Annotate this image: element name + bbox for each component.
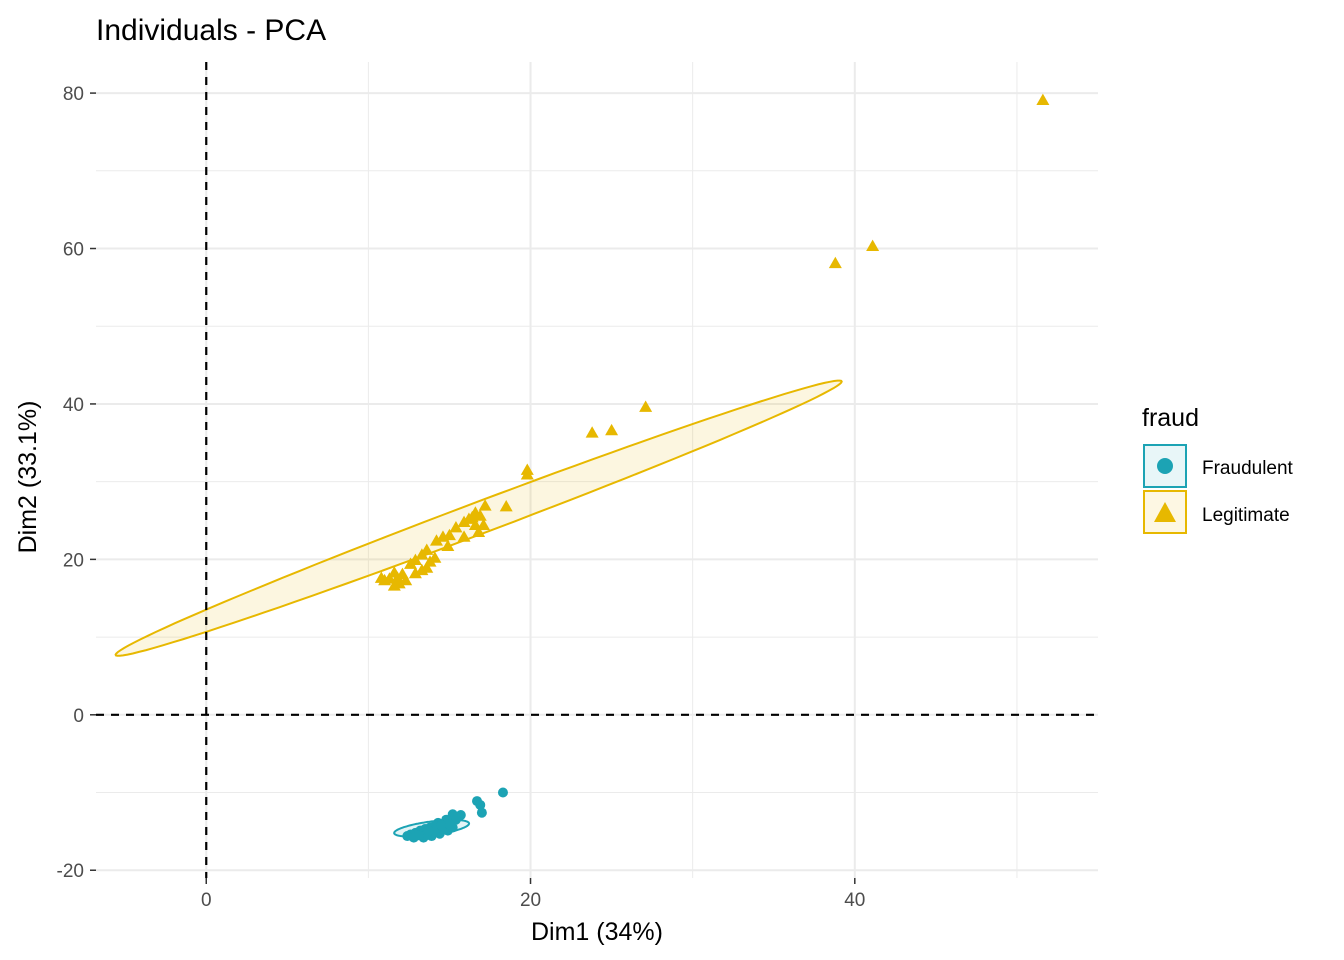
axes: 0 20 40 -20 0 20 40 60 80 [57,84,866,911]
y-tick-label: 20 [63,550,84,571]
point-legitimate [449,521,463,533]
point-fraudulent [475,799,486,810]
point-fraudulent [476,807,487,818]
point-legitimate [399,573,413,586]
point-legitimate [478,499,492,511]
point-legitimate [457,515,471,527]
grid-layer [96,62,1098,878]
point-legitimate [1036,93,1050,105]
legend-label-legitimate: Legitimate [1202,505,1290,526]
legend-title: fraud [1142,404,1199,432]
point-legitimate [457,530,471,542]
point-legitimate [392,576,406,589]
point-fraudulent [436,820,447,831]
point-legitimate [429,534,443,546]
legend-triangle-marker-icon [1154,502,1176,522]
point-legitimate [436,530,450,542]
point-fraudulent [444,819,455,830]
x-axis-title: Dim1 (34%) [531,918,663,946]
chart-title: Individuals - PCA [96,14,326,47]
point-legitimate [408,566,422,579]
point-fraudulent [497,787,508,798]
x-tick-label: 0 [201,890,212,911]
point-legitimate [420,561,434,573]
point-legitimate [499,500,513,512]
point-legitimate [387,566,401,578]
point-legitimate [468,518,482,531]
point-fraudulent [413,830,424,841]
point-legitimate [374,571,388,583]
legend-item-legitimate: Legitimate [1143,490,1290,534]
point-legitimate [828,256,842,269]
point-legitimate [415,548,429,560]
point-legitimate [639,400,653,412]
legend-label-fraudulent: Fraudulent [1202,458,1294,479]
point-legitimate [605,423,619,436]
point-legitimate [472,525,486,538]
legend-circle-marker-icon [1157,458,1173,474]
point-legitimate [441,539,455,552]
y-axis-title: Dim2 (33.1%) [14,401,42,554]
x-tick-label: 20 [520,890,541,911]
x-tick-label: 40 [844,890,865,911]
y-tick-label: 60 [63,240,84,261]
y-tick-label: 40 [63,395,84,416]
confidence-ellipses [114,379,843,838]
point-fraudulent [423,825,434,836]
point-legitimate [585,426,599,438]
reference-lines [96,62,1098,878]
y-tick-label: -20 [57,861,84,882]
data-points [374,93,1050,843]
legend: fraud Fraudulent Legitimate [1142,404,1294,534]
legend-item-fraudulent: Fraudulent [1143,444,1294,488]
y-tick-label: 80 [63,84,84,105]
y-tick-label: 0 [73,706,84,727]
point-legitimate [520,468,534,480]
point-legitimate [866,239,880,252]
point-legitimate [404,557,418,569]
